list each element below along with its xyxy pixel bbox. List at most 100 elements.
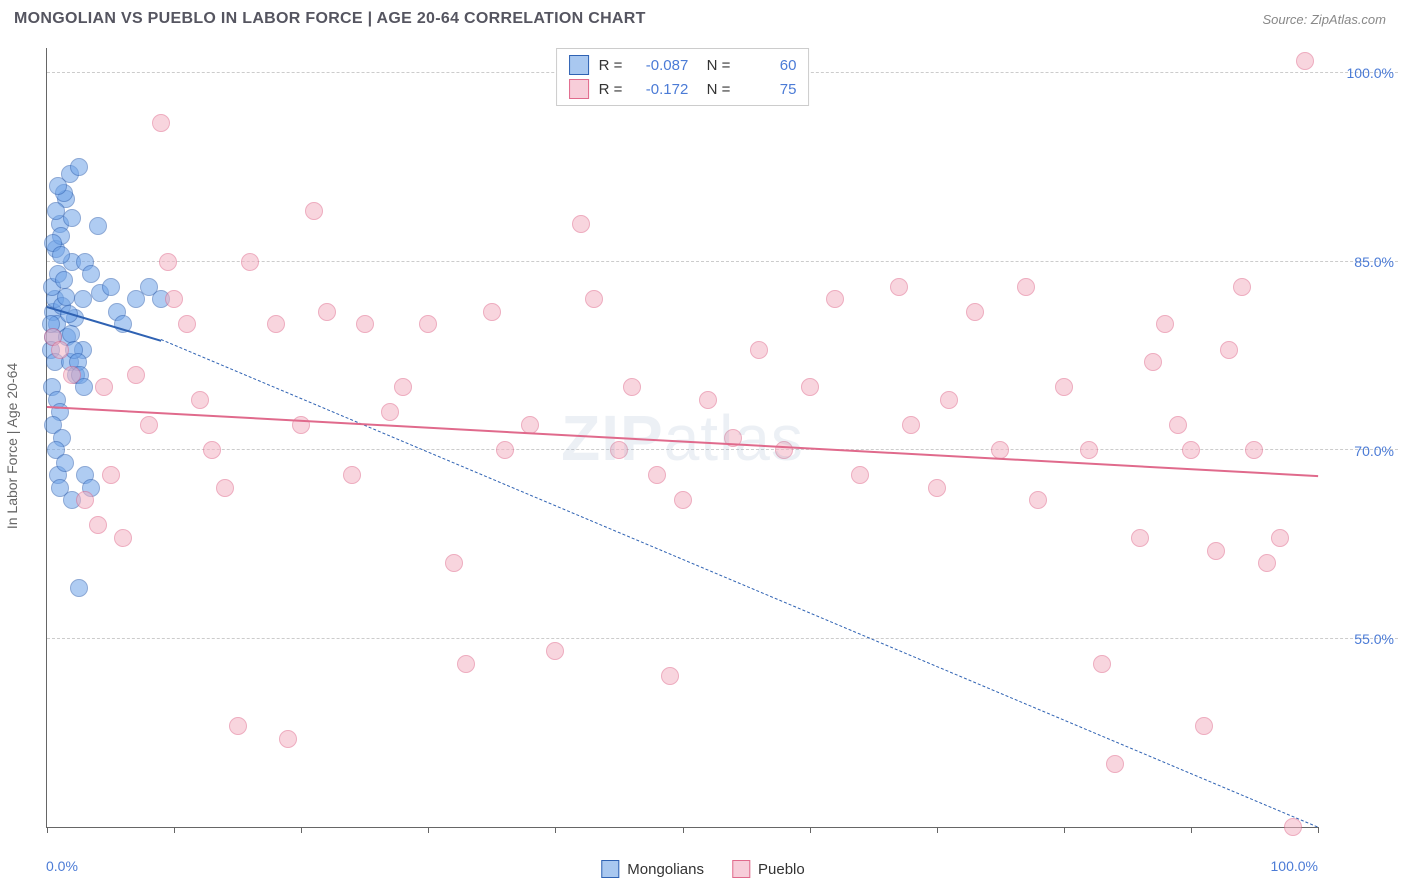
data-point	[1131, 529, 1149, 547]
data-point	[750, 341, 768, 359]
data-point	[114, 529, 132, 547]
data-point	[445, 554, 463, 572]
data-point	[1296, 52, 1314, 70]
data-point	[851, 466, 869, 484]
data-point	[801, 378, 819, 396]
data-point	[674, 491, 692, 509]
chart-title: MONGOLIAN VS PUEBLO IN LABOR FORCE | AGE…	[14, 10, 646, 28]
x-tick	[1318, 827, 1319, 833]
y-tick-label: 85.0%	[1354, 254, 1394, 270]
x-tick	[683, 827, 684, 833]
data-point	[419, 315, 437, 333]
data-point	[1271, 529, 1289, 547]
data-point	[51, 341, 69, 359]
y-tick-label: 70.0%	[1354, 443, 1394, 459]
data-point	[57, 288, 75, 306]
swatch-pueblo	[569, 79, 589, 99]
data-point	[52, 246, 70, 264]
data-point	[70, 158, 88, 176]
data-point	[1258, 554, 1276, 572]
scatter-plot-area: ZIPatlas R = -0.087 N = 60 R = -0.172 N …	[46, 48, 1318, 828]
data-point	[74, 290, 92, 308]
y-tick-labels: 55.0% 70.0% 85.0% 100.0%	[1320, 48, 1400, 828]
data-point	[1055, 378, 1073, 396]
data-point	[699, 391, 717, 409]
data-point	[318, 303, 336, 321]
data-point	[140, 416, 158, 434]
data-point	[356, 315, 374, 333]
chart-header: MONGOLIAN VS PUEBLO IN LABOR FORCE | AGE…	[0, 0, 1406, 36]
data-point	[1080, 441, 1098, 459]
data-point	[191, 391, 209, 409]
x-tick	[174, 827, 175, 833]
data-point	[89, 516, 107, 534]
data-point	[89, 217, 107, 235]
x-tick-label: 100.0%	[1271, 858, 1318, 874]
data-point	[1233, 278, 1251, 296]
data-point	[1207, 542, 1225, 560]
data-point	[1156, 315, 1174, 333]
data-point	[1182, 441, 1200, 459]
data-point	[496, 441, 514, 459]
data-point	[102, 466, 120, 484]
data-point	[940, 391, 958, 409]
x-tick	[301, 827, 302, 833]
data-point	[890, 278, 908, 296]
data-point	[178, 315, 196, 333]
data-point	[229, 717, 247, 735]
data-point	[305, 202, 323, 220]
data-point	[279, 730, 297, 748]
legend-row-pueblo: R = -0.172 N = 75	[569, 77, 797, 101]
data-point	[572, 215, 590, 233]
data-point	[928, 479, 946, 497]
data-point	[267, 315, 285, 333]
data-point	[1245, 441, 1263, 459]
data-point	[63, 209, 81, 227]
data-point	[127, 366, 145, 384]
data-point	[56, 454, 74, 472]
data-point	[1093, 655, 1111, 673]
x-tick	[47, 827, 48, 833]
data-point	[1220, 341, 1238, 359]
data-point	[966, 303, 984, 321]
y-tick-label: 55.0%	[1354, 631, 1394, 647]
data-point	[902, 416, 920, 434]
data-point	[203, 441, 221, 459]
data-point	[546, 642, 564, 660]
x-tick	[1191, 827, 1192, 833]
data-point	[648, 466, 666, 484]
gridline	[47, 638, 1398, 639]
data-point	[585, 290, 603, 308]
x-tick	[810, 827, 811, 833]
data-point	[991, 441, 1009, 459]
data-point	[1017, 278, 1035, 296]
data-point	[1144, 353, 1162, 371]
data-point	[63, 366, 81, 384]
data-point	[82, 265, 100, 283]
data-point	[159, 253, 177, 271]
data-point	[241, 253, 259, 271]
data-point	[1195, 717, 1213, 735]
trend-line	[47, 406, 1318, 477]
x-tick-labels: 0.0%100.0%	[46, 842, 1318, 882]
data-point	[165, 290, 183, 308]
data-point	[343, 466, 361, 484]
data-point	[394, 378, 412, 396]
data-point	[1106, 755, 1124, 773]
data-point	[381, 403, 399, 421]
x-tick	[555, 827, 556, 833]
data-point	[457, 655, 475, 673]
x-tick	[937, 827, 938, 833]
swatch-mongolians	[569, 55, 589, 75]
data-point	[483, 303, 501, 321]
data-point	[95, 378, 113, 396]
data-point	[1169, 416, 1187, 434]
y-tick-label: 100.0%	[1347, 65, 1394, 81]
data-point	[102, 278, 120, 296]
data-point	[70, 579, 88, 597]
legend-row-mongolians: R = -0.087 N = 60	[569, 53, 797, 77]
data-point	[1284, 818, 1302, 836]
x-tick	[1064, 827, 1065, 833]
y-axis-label: In Labor Force | Age 20-64	[4, 363, 20, 529]
data-point	[775, 441, 793, 459]
